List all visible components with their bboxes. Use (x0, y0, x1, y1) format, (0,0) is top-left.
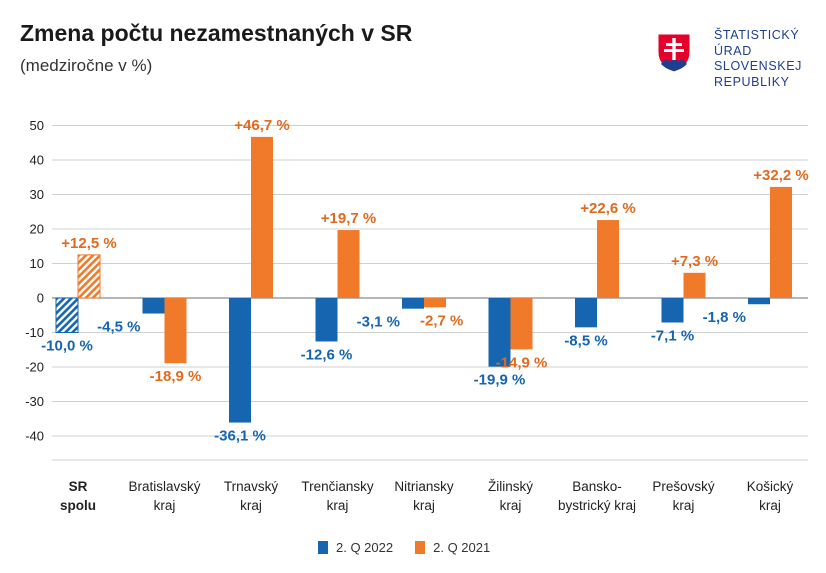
category-label: spolu (60, 498, 96, 513)
logo-line: SLOVENSKEJ (714, 59, 802, 73)
logo-line: ÚRAD (714, 43, 752, 58)
y-tick-label: 10 (30, 256, 44, 271)
legend-item-2022: 2. Q 2022 (318, 540, 393, 555)
bar-2022 (142, 298, 165, 314)
bar-2021 (251, 136, 273, 298)
data-label-2022: -8,5 % (564, 332, 607, 349)
chart-subtitle: (medziročne v %) (20, 56, 153, 75)
legend-swatch-2022 (318, 541, 328, 554)
category-label: Nitriansky (394, 479, 454, 494)
legend-label-2022: 2. Q 2022 (336, 540, 394, 555)
category-label: SR (69, 479, 88, 494)
y-tick-label: -40 (25, 429, 44, 444)
data-label-2021: +12,5 % (61, 235, 116, 252)
category-label: kraj (673, 498, 695, 513)
logo-line: ŠTATISTICKÝ (714, 28, 800, 42)
category-label: kraj (154, 498, 176, 513)
bar-2022 (661, 298, 684, 323)
category-label: Žilinský (488, 479, 533, 494)
category-label: Prešovský (652, 479, 715, 494)
category-label: kraj (500, 498, 522, 513)
data-label-2022: -3,1 % (357, 314, 400, 331)
y-tick-label: 40 (30, 153, 44, 168)
bar-2021 (77, 254, 101, 299)
data-label-2022: -10,0 % (41, 338, 93, 355)
chart-legend: 2. Q 2022 2. Q 2021 (318, 540, 512, 555)
bar-2022 (315, 298, 338, 342)
bar-2021 (683, 272, 706, 298)
data-label-2021: -14,9 % (496, 354, 548, 371)
y-tick-label: 30 (30, 187, 44, 202)
category-label: kraj (240, 498, 262, 513)
category-label: kraj (759, 498, 781, 513)
bar-2022 (402, 298, 424, 309)
bar-2022 (748, 298, 770, 305)
data-label-2021: +19,7 % (321, 210, 376, 227)
data-label-2021: +7,3 % (671, 253, 718, 270)
data-label-2022: -12,6 % (301, 346, 353, 363)
category-label: Košický (747, 479, 794, 494)
legend-swatch-2021 (415, 541, 426, 554)
logo-line: REPUBLIKY (714, 74, 790, 89)
bar-2022 (575, 298, 597, 328)
bar-2021 (510, 298, 533, 350)
y-tick-label: -10 (25, 325, 44, 340)
data-label-2022: -1,8 % (703, 309, 746, 326)
category-label: Bansko- (572, 479, 622, 494)
legend-label-2021: 2. Q 2021 (433, 540, 491, 555)
data-label-2022: -4,5 % (97, 319, 140, 336)
bar-2021 (337, 230, 360, 298)
data-label-2021: +32,2 % (753, 167, 808, 184)
bar-2022 (55, 297, 79, 333)
category-label: kraj (413, 498, 435, 513)
data-label-2021: +46,7 % (234, 117, 289, 134)
category-label: kraj (327, 498, 349, 513)
data-label-2022: -7,1 % (651, 327, 694, 344)
data-label-2022: -19,9 % (474, 372, 526, 389)
y-tick-label: 20 (30, 222, 44, 237)
legend-item-2021: 2. Q 2021 (415, 540, 490, 555)
bar-2022 (229, 298, 251, 423)
bar-2022 (488, 298, 511, 367)
category-label: Trnavský (224, 479, 279, 494)
data-label-2022: -36,1 % (214, 428, 266, 445)
y-tick-label: -20 (25, 360, 44, 375)
y-tick-label: 50 (30, 118, 44, 133)
category-label: bystrický kraj (558, 498, 636, 513)
y-tick-label: 0 (37, 291, 44, 306)
logo-text: ŠTATISTICKÝ ÚRAD SLOVENSKEJ REPUBLIKY (714, 28, 802, 90)
bar-2021 (770, 186, 792, 298)
category-label: Trenčiansky (301, 479, 374, 494)
bar-2021 (597, 220, 619, 298)
chart-title: Zmena počtu nezamestnaných v SR (20, 20, 413, 46)
category-label: Bratislavský (128, 479, 200, 494)
data-label-2021: +22,6 % (580, 200, 635, 217)
slovak-coat-of-arms-icon (657, 33, 691, 73)
bar-2021 (164, 298, 187, 364)
data-label-2021: -2,7 % (420, 312, 463, 329)
y-tick-label: -30 (25, 394, 44, 409)
bar-2021 (424, 298, 446, 308)
statistical-office-logo: ŠTATISTICKÝ ÚRAD SLOVENSKEJ REPUBLIKY (656, 28, 816, 98)
data-label-2021: -18,9 % (150, 368, 202, 385)
